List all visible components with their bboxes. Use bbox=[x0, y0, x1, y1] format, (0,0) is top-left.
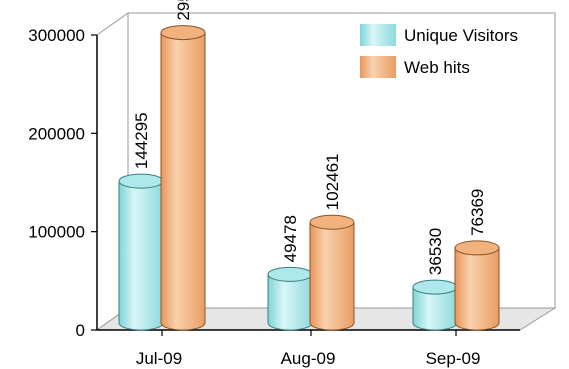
y-tick-label: 200000 bbox=[28, 124, 85, 143]
data-label: 144295 bbox=[132, 112, 151, 169]
bar-top bbox=[412, 279, 458, 295]
data-label: 76369 bbox=[468, 189, 487, 236]
y-tick-label: 300000 bbox=[28, 26, 85, 45]
bar-body bbox=[118, 180, 164, 331]
bar-top bbox=[160, 25, 206, 41]
bar-web-hits-jul-09 bbox=[160, 25, 206, 331]
data-label: 49478 bbox=[281, 215, 300, 262]
bar-body bbox=[454, 247, 500, 331]
bar-top bbox=[454, 240, 500, 256]
bar-unique-visitors-aug-09 bbox=[267, 266, 313, 331]
bar-body bbox=[309, 221, 355, 331]
bar-top bbox=[309, 214, 355, 230]
bar-web-hits-sep-09 bbox=[454, 240, 500, 331]
bar-body bbox=[267, 273, 313, 331]
x-tick-label: Sep-09 bbox=[426, 349, 481, 368]
data-label: 295356 bbox=[174, 0, 193, 21]
bar-body bbox=[160, 32, 206, 331]
legend-label-web-hits: Web hits bbox=[404, 58, 470, 77]
legend: Unique Visitors Web hits bbox=[360, 24, 518, 78]
bar-web-hits-aug-09 bbox=[309, 214, 355, 331]
bar-unique-visitors-jul-09 bbox=[118, 173, 164, 331]
x-tick-label: Jul-09 bbox=[136, 349, 182, 368]
data-label: 102461 bbox=[323, 154, 342, 211]
data-label: 36530 bbox=[426, 228, 445, 275]
legend-swatch-unique-visitors bbox=[360, 24, 396, 46]
y-tick-label: 0 bbox=[76, 321, 85, 340]
bar-unique-visitors-sep-09 bbox=[412, 279, 458, 331]
bar-top bbox=[118, 173, 164, 189]
x-tick-label: Aug-09 bbox=[281, 349, 336, 368]
bar-top bbox=[267, 266, 313, 282]
legend-label-unique-visitors: Unique Visitors bbox=[404, 26, 518, 45]
legend-swatch-web-hits bbox=[360, 56, 396, 78]
y-tick-label: 100000 bbox=[28, 223, 85, 242]
